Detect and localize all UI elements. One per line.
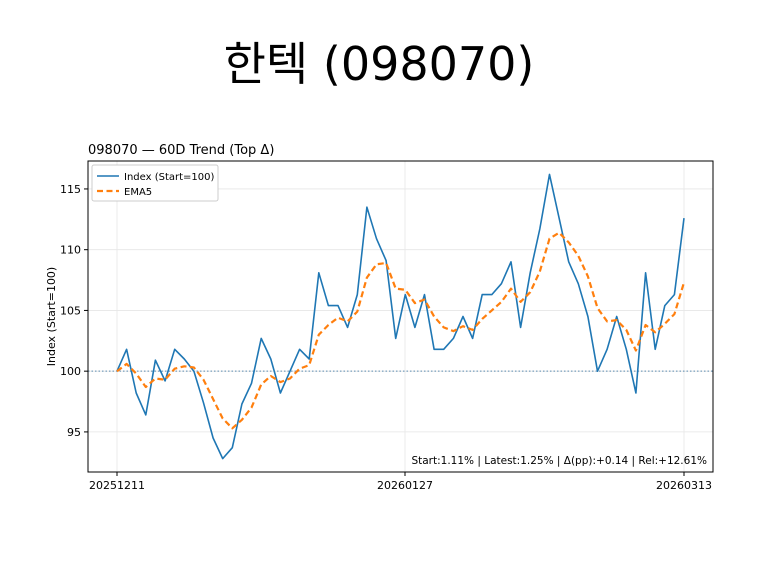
- y-tick-label: 110: [60, 244, 81, 257]
- y-tick-label: 100: [60, 365, 81, 378]
- y-axis-label: Index (Start=100): [45, 267, 58, 366]
- axes: 95 100 105 110 115 20251211 20260127 20260313: [60, 183, 712, 492]
- stats-annotation: Start:1.11% | Latest:1.25% | Δ(pp):+0.14…: [411, 455, 707, 467]
- ema5-series-line: [116, 231, 686, 430]
- index-series-line: [116, 173, 685, 460]
- y-tick-label: 115: [60, 183, 81, 196]
- legend: Index (Start=100) EMA5: [91, 164, 219, 202]
- page-title: 한텍 (098070): [223, 37, 535, 91]
- series-group: [116, 173, 686, 460]
- legend-label-index: Index (Start=100): [124, 172, 215, 183]
- x-tick-label: 20251211: [89, 479, 145, 492]
- y-tick-label: 95: [67, 426, 81, 439]
- chart-title: 098070 — 60D Trend (Top Δ): [88, 143, 274, 158]
- y-tick-label: 105: [60, 304, 81, 317]
- x-tick-label: 20260127: [377, 479, 433, 492]
- x-tick-label: 20260313: [656, 479, 712, 492]
- legend-box: [91, 164, 219, 202]
- legend-label-ema5: EMA5: [124, 187, 152, 198]
- plot-frame: [87, 160, 714, 473]
